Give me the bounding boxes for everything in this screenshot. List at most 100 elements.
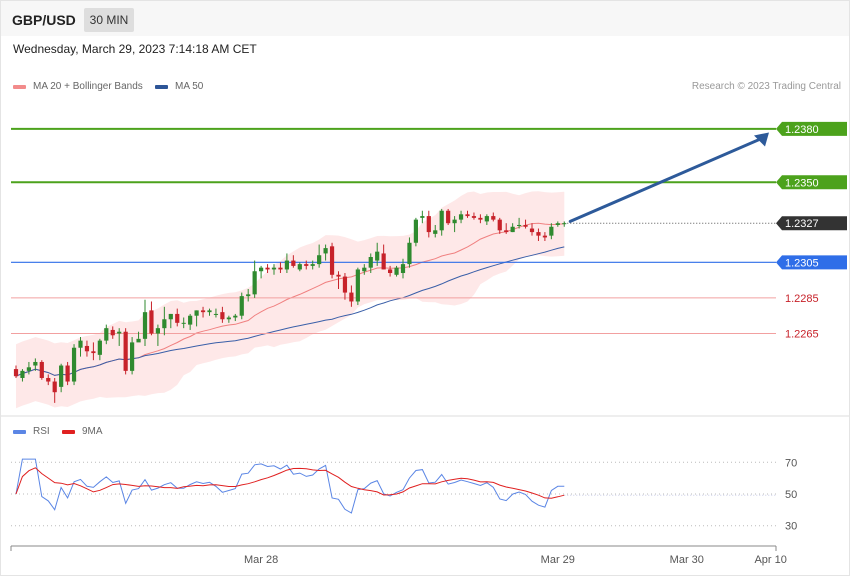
candle-body xyxy=(136,338,141,343)
level-label-1.2305: 1.2305 xyxy=(785,257,819,269)
candle-body xyxy=(59,365,64,387)
candle-body xyxy=(452,219,457,224)
target-arrow-head xyxy=(754,132,769,147)
candle-body xyxy=(265,267,270,270)
candle-body xyxy=(555,223,560,225)
candle-body xyxy=(439,210,444,231)
candle-body xyxy=(246,294,251,297)
candle-body xyxy=(271,267,277,270)
candle-body xyxy=(213,313,219,315)
candle-body xyxy=(497,219,502,231)
candle-body xyxy=(65,365,70,382)
candle-body xyxy=(465,214,470,217)
candle-body xyxy=(362,267,367,272)
level-label-1.2285: 1.2285 xyxy=(785,293,819,305)
x-tick-label: Apr 10 xyxy=(754,554,786,566)
candle-body xyxy=(381,253,386,270)
rsi-ma-line xyxy=(15,467,565,499)
candle-body xyxy=(91,351,96,354)
candle-body xyxy=(200,310,206,313)
candle-body xyxy=(239,296,244,316)
bollinger-band xyxy=(16,191,565,409)
target-arrow-shaft xyxy=(568,135,766,223)
candle-body xyxy=(33,361,38,366)
candle-body xyxy=(13,369,19,377)
candle-body xyxy=(523,224,528,227)
candle-body xyxy=(426,216,431,233)
legend-swatch-rsi xyxy=(13,429,26,434)
copyright-credit: Research © 2023 Trading Central xyxy=(691,81,841,92)
level-label-1.2350: 1.2350 xyxy=(785,177,819,189)
candle-body xyxy=(117,331,122,334)
ma50-line xyxy=(15,246,565,377)
candle-body xyxy=(162,319,167,329)
chart-header: GBP/USD 30 MIN xyxy=(1,1,849,36)
candle-body xyxy=(304,264,309,266)
candle-body xyxy=(46,377,51,382)
legend-label-ma20: MA 20 + Bollinger Bands xyxy=(33,81,143,92)
candle-body xyxy=(549,226,554,236)
candle-body xyxy=(562,223,567,225)
candle-body xyxy=(26,367,31,371)
candle-body xyxy=(349,292,354,302)
legend-rsi-ma: 9MA xyxy=(62,426,103,437)
candle-body xyxy=(323,248,328,254)
rsi-level-label-50: 50 xyxy=(785,489,797,501)
legend-swatch-ma20 xyxy=(13,84,26,89)
candle-body xyxy=(155,328,160,334)
candle-body xyxy=(110,329,115,336)
level-label-1.2380: 1.2380 xyxy=(785,124,819,136)
candle-body xyxy=(97,340,102,355)
candle-body xyxy=(446,210,451,224)
legend-label-rsi-ma: 9MA xyxy=(82,426,103,437)
candle-body xyxy=(194,310,199,316)
symbol-label: GBP/USD xyxy=(12,12,76,28)
candle-body xyxy=(529,228,535,233)
candle-body xyxy=(471,216,477,218)
legend-ma20-bollinger: MA 20 + Bollinger Bands xyxy=(13,81,143,92)
candle-body xyxy=(188,315,193,325)
candle-body xyxy=(168,313,173,320)
legend-ma50: MA 50 xyxy=(155,81,203,92)
candle-body xyxy=(149,310,154,334)
candle-body xyxy=(329,246,335,275)
timestamp: Wednesday, March 29, 2023 7:14:18 AM CET xyxy=(13,42,257,56)
candle-body xyxy=(20,370,25,378)
candle-body xyxy=(517,224,522,226)
candle-body xyxy=(491,216,496,220)
candle-body xyxy=(233,315,238,318)
candle-body xyxy=(394,267,399,275)
candle-body xyxy=(413,219,418,243)
candle-body xyxy=(368,257,373,268)
candle-body xyxy=(84,345,90,352)
rsi-line xyxy=(15,458,565,514)
level-tag-1.2327 xyxy=(776,216,847,231)
candle-body xyxy=(71,347,77,382)
rsi-level-label-70: 70 xyxy=(785,457,797,469)
candle-body xyxy=(207,310,212,313)
candle-body xyxy=(252,271,257,295)
candle-body xyxy=(388,269,393,274)
candle-body xyxy=(536,232,541,236)
candle-body xyxy=(336,274,341,277)
candle-body xyxy=(433,230,438,234)
legend-label-rsi: RSI xyxy=(33,426,50,437)
candle-body xyxy=(317,255,322,265)
candle-body xyxy=(284,260,289,270)
candle-body xyxy=(291,260,296,266)
candle-body xyxy=(104,328,109,341)
level-tag-1.2305 xyxy=(776,255,847,270)
candle-body xyxy=(407,242,412,265)
x-tick-label: Mar 29 xyxy=(541,554,575,566)
x-tick-label: Mar 28 xyxy=(244,554,278,566)
candle-body xyxy=(375,251,380,261)
legend-swatch-ma50 xyxy=(155,84,168,89)
level-tag-1.2350 xyxy=(776,175,847,190)
candle-body xyxy=(181,322,186,324)
timeframe-badge[interactable]: 30 MIN xyxy=(84,8,134,32)
x-tick-label: Mar 30 xyxy=(670,554,704,566)
candle-body xyxy=(542,235,547,238)
candle-body xyxy=(130,342,135,371)
candle-body xyxy=(484,216,489,222)
